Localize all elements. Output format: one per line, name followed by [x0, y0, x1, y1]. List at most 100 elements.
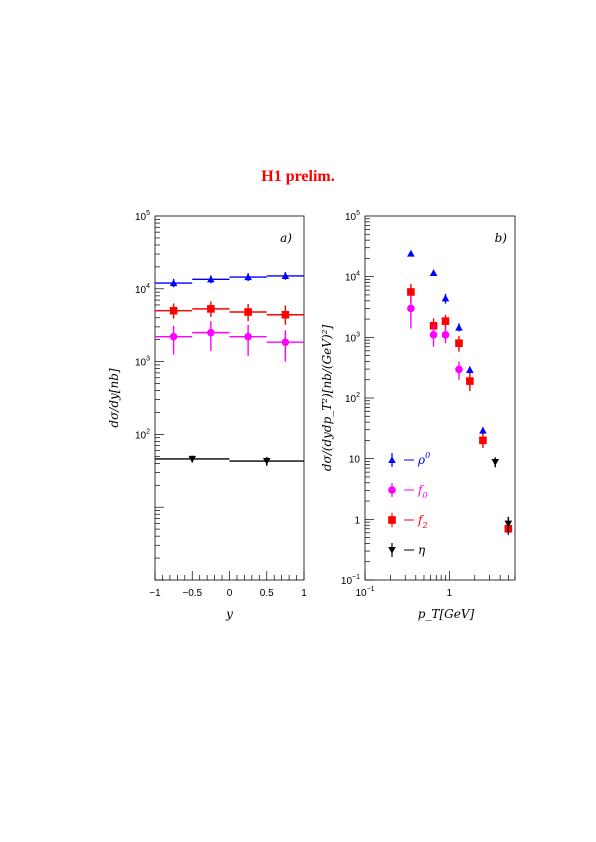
- x-axis-label: p_T[GeV]: [418, 607, 475, 621]
- y-tick-label: 1: [354, 515, 360, 526]
- y-tick-label: 10−1: [341, 574, 360, 587]
- data-point-eta: [188, 455, 197, 463]
- data-point-eta: [262, 458, 271, 465]
- data-point-rho0: [441, 294, 450, 302]
- y-tick-exp: 5: [356, 210, 360, 217]
- y-tick-exp: −1: [352, 574, 360, 581]
- series-eta: [155, 455, 304, 466]
- x-tick-text: 0.5: [260, 588, 274, 599]
- y-tick-label: 103: [135, 356, 150, 369]
- legend-item-f0: f0: [388, 483, 428, 500]
- y-tick-label: 102: [135, 428, 150, 441]
- x-tick-label: −0.5: [182, 588, 202, 599]
- y-axis-label: dσ/dy[nb]: [107, 368, 121, 427]
- data-point-rho0: [455, 323, 463, 331]
- x-tick-label: 0: [227, 588, 233, 599]
- data-point-f2: [244, 308, 252, 316]
- legend-item-rho0: ρ0: [388, 451, 430, 467]
- data-point-f0: [244, 332, 252, 341]
- x-tick-text: 0: [227, 588, 233, 599]
- y-tick-label: 105: [135, 210, 150, 223]
- data-point-rho0: [429, 269, 438, 277]
- y-tick-base: 10: [345, 212, 357, 223]
- x-tick-exp: −1: [367, 586, 375, 593]
- data-point-f2: [207, 305, 215, 313]
- y-tick-base: 10: [135, 285, 147, 296]
- y-tick-base: 10: [345, 394, 357, 405]
- data-point-eta: [491, 458, 500, 466]
- data-point-rho0: [169, 279, 178, 287]
- legend-label: ρ0: [417, 451, 430, 467]
- y-axis-label: dσ/(dydp_T²)[nb/(GeV)²]: [320, 325, 334, 472]
- y-tick-base: 10: [349, 455, 361, 466]
- data-point-f0: [455, 365, 463, 374]
- data-point-f2: [281, 310, 290, 319]
- y-tick-base: 10: [345, 273, 357, 284]
- data-point-f0: [407, 304, 415, 313]
- x-tick-label: 1: [447, 588, 453, 599]
- legend-label: f0: [417, 483, 428, 500]
- y-tick-exp: 3: [146, 356, 150, 363]
- x-tick-label: −1: [149, 588, 161, 599]
- data-point-rho0: [407, 249, 415, 257]
- series-eta: [491, 457, 513, 533]
- legend-symbol: ρ: [417, 453, 425, 467]
- y-tick-exp: 4: [356, 271, 360, 278]
- data-point-rho0: [281, 272, 290, 280]
- legend-label: f2: [417, 513, 428, 530]
- y-tick-base: 10: [341, 576, 353, 587]
- plot-frame: [154, 215, 305, 581]
- data-point-f0: [429, 331, 438, 339]
- series-rho0: [155, 272, 304, 288]
- legend-superscript: 0: [425, 451, 430, 460]
- series-f0: [407, 296, 463, 380]
- y-tick-base: 10: [135, 358, 147, 369]
- legend-symbol: η: [418, 543, 426, 557]
- data-point-f0: [207, 328, 215, 337]
- y-tick-exp: 3: [356, 331, 360, 338]
- data-point-rho0: [244, 273, 252, 281]
- series-f0: [155, 321, 304, 362]
- x-tick-label: 0.5: [260, 588, 274, 599]
- legend-subscript: 0: [422, 491, 427, 500]
- data-point-rho0: [466, 366, 474, 373]
- x-tick-text: −0.5: [182, 588, 202, 599]
- legend-item-f2: f2: [388, 513, 428, 530]
- data-point-f0: [281, 338, 290, 346]
- data-point-f0: [169, 332, 178, 341]
- y-tick-label: 10: [349, 455, 361, 466]
- panel-tag: b): [495, 231, 508, 245]
- legend-symbol: f: [417, 513, 425, 527]
- legend-item-eta: η: [388, 543, 426, 557]
- plot-frame: [364, 215, 516, 581]
- legend-symbol: f: [417, 483, 425, 497]
- y-tick-label: 104: [135, 283, 150, 296]
- legend-label: η: [418, 543, 426, 557]
- y-tick-exp: 4: [146, 283, 150, 290]
- panel-b: 10−1 110−1110102103104105b)p_T[GeV]dσ/(dy…: [320, 210, 516, 621]
- x-tick-text: 1: [301, 588, 307, 599]
- data-point-f2: [479, 436, 487, 445]
- y-tick-label: 105: [345, 210, 360, 223]
- data-point-rho0: [479, 426, 487, 434]
- x-tick-base: 10: [355, 588, 367, 599]
- data-point-f2: [441, 317, 450, 325]
- y-tick-exp: 5: [146, 210, 150, 217]
- x-axis-label: y: [225, 607, 233, 621]
- data-point-f2: [455, 339, 463, 348]
- x-tick-label: 10−1: [355, 586, 374, 599]
- data-point-f2: [466, 377, 474, 385]
- y-tick-base: 1: [354, 515, 360, 526]
- data-point-f2: [169, 306, 178, 315]
- series-f2: [155, 301, 304, 325]
- y-tick-label: 102: [345, 392, 360, 405]
- data-point-f0: [441, 331, 450, 339]
- y-tick-base: 10: [135, 212, 147, 223]
- y-tick-exp: 2: [356, 392, 360, 399]
- x-tick-base: 1: [447, 588, 453, 599]
- x-tick-text: −1: [149, 588, 161, 599]
- y-tick-exp: 2: [146, 428, 150, 435]
- data-point-eta: [504, 520, 513, 528]
